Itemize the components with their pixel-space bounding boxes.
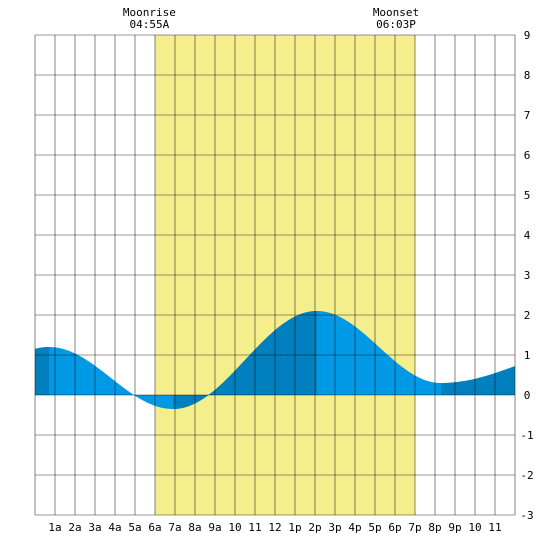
x-tick-label: 9p bbox=[448, 521, 461, 534]
x-tick-label: 4p bbox=[348, 521, 361, 534]
x-axis: 1a 2a 3a 4a 5a 6a 7a 8a 9a 10 11 12 1p 2p 3p 4p 5p 6p 7p 8p… bbox=[48, 521, 501, 534]
y-tick-label: 2 bbox=[524, 309, 531, 322]
moonset-time: 06:03P bbox=[376, 18, 416, 31]
moonset-label: Moonset bbox=[373, 6, 419, 19]
y-tick-label: -3 bbox=[520, 509, 533, 522]
x-tick-label: 5a bbox=[128, 521, 141, 534]
x-tick-label: 1a bbox=[48, 521, 61, 534]
tide-area-dark-2 bbox=[173, 311, 317, 409]
y-tick-label: -1 bbox=[520, 429, 533, 442]
y-tick-label: 9 bbox=[524, 29, 531, 42]
y-axis: 9 8 7 6 5 4 3 2 1 0 -1 -2 -3 bbox=[520, 29, 533, 522]
y-tick-label: 5 bbox=[524, 189, 531, 202]
tide-area-dark-1 bbox=[35, 347, 49, 395]
y-tick-label: -2 bbox=[520, 469, 533, 482]
x-tick-label: 12 bbox=[268, 521, 281, 534]
x-tick-label: 3p bbox=[328, 521, 341, 534]
moon-annotations: Moonrise 04:55A Moonset 06:03P bbox=[123, 6, 419, 31]
x-tick-label: 2a bbox=[68, 521, 81, 534]
x-tick-label: 11 bbox=[248, 521, 261, 534]
x-tick-label: 7a bbox=[168, 521, 181, 534]
x-tick-label: 4a bbox=[108, 521, 121, 534]
grid-overlay bbox=[34, 34, 516, 516]
x-tick-label: 6a bbox=[148, 521, 161, 534]
y-tick-label: 6 bbox=[524, 149, 531, 162]
x-tick-label: 9a bbox=[208, 521, 221, 534]
x-tick-label: 10 bbox=[468, 521, 481, 534]
x-tick-label: 6p bbox=[388, 521, 401, 534]
x-tick-label: 7p bbox=[408, 521, 421, 534]
x-tick-label: 8a bbox=[188, 521, 201, 534]
x-tick-label: 11 bbox=[488, 521, 501, 534]
y-tick-label: 3 bbox=[524, 269, 531, 282]
x-tick-label: 8p bbox=[428, 521, 441, 534]
x-tick-label: 1p bbox=[288, 521, 301, 534]
moonrise-time: 04:55A bbox=[130, 18, 170, 31]
y-tick-label: 0 bbox=[524, 389, 531, 402]
moonrise-label: Moonrise bbox=[123, 6, 176, 19]
y-tick-label: 8 bbox=[524, 69, 531, 82]
x-tick-label: 5p bbox=[368, 521, 381, 534]
y-tick-label: 1 bbox=[524, 349, 531, 362]
tide-area-dark-3 bbox=[441, 366, 515, 395]
x-tick-label: 10 bbox=[228, 521, 241, 534]
y-tick-label: 4 bbox=[524, 229, 531, 242]
y-tick-label: 7 bbox=[524, 109, 531, 122]
x-tick-label: 3a bbox=[88, 521, 101, 534]
x-tick-label: 2p bbox=[308, 521, 321, 534]
